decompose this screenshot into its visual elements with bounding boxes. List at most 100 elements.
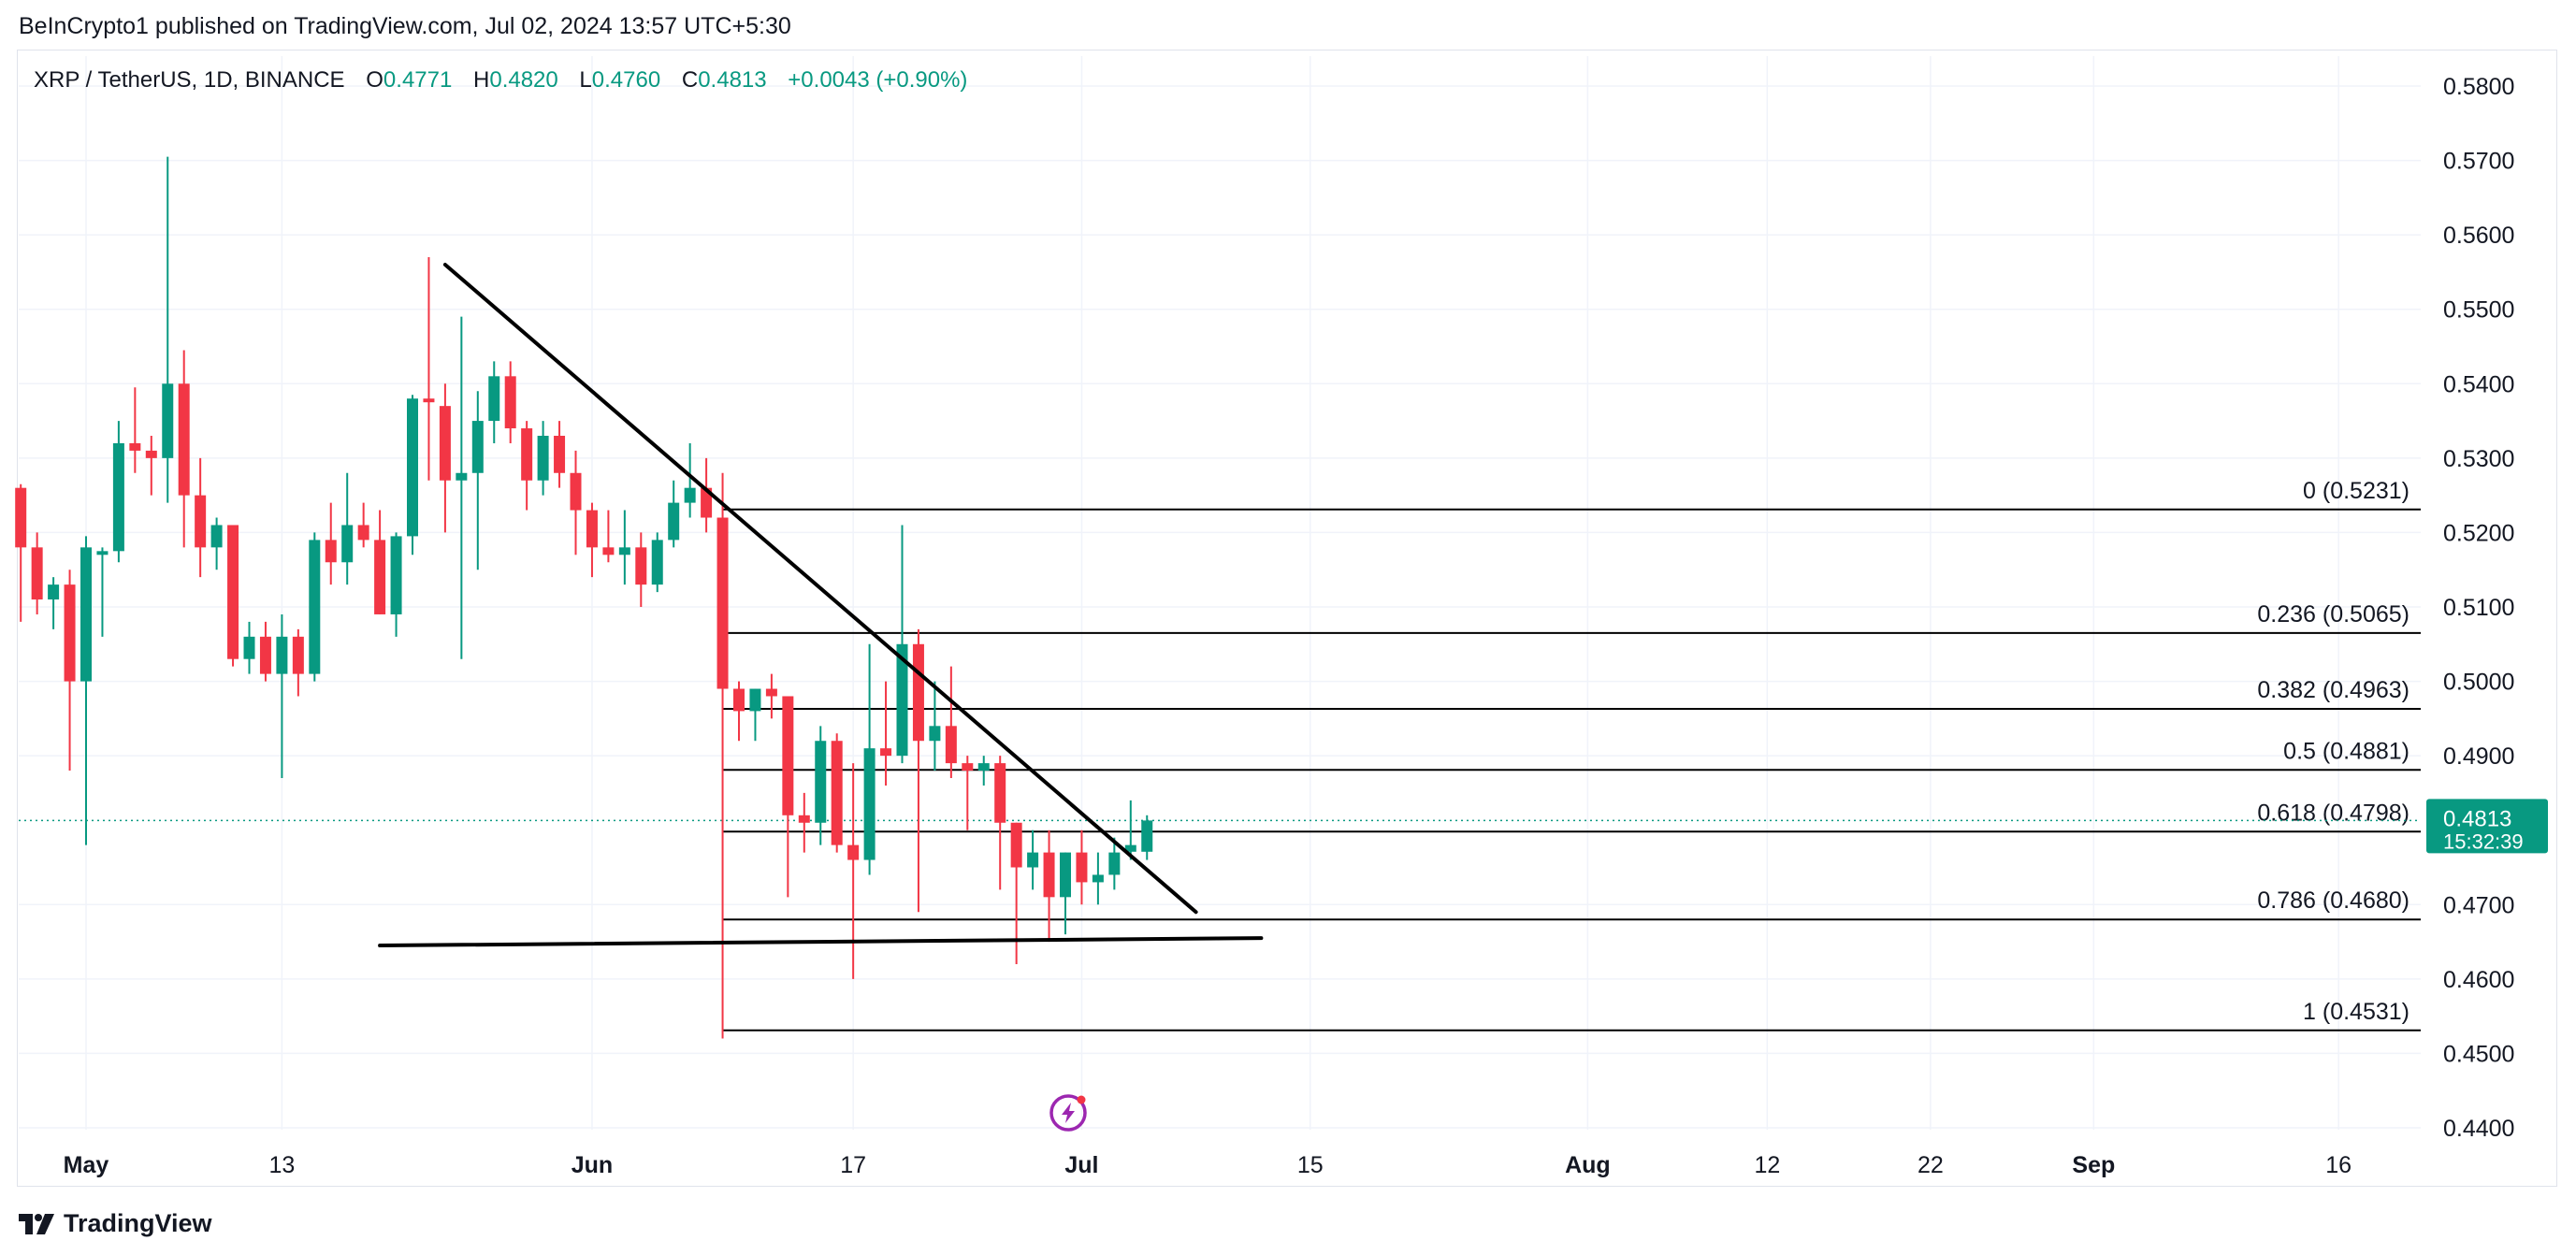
candle-body [929, 726, 941, 742]
y-tick-label: 0.5200 [2443, 520, 2514, 546]
tradingview-logo-icon [19, 1213, 54, 1234]
candle-body [570, 472, 582, 511]
grid [19, 56, 2421, 1130]
candle-body [684, 487, 696, 503]
candle-body [1141, 820, 1153, 852]
x-tick-label: Aug [1565, 1152, 1611, 1178]
candle-body [635, 547, 647, 585]
fib-level-label: 1 (0.4531) [2303, 999, 2410, 1025]
candle-body [488, 376, 500, 422]
candle-body [977, 763, 990, 772]
candle-body [1092, 874, 1104, 883]
candle-body [537, 435, 549, 481]
tradingview-brand[interactable]: TradingView [19, 1209, 212, 1238]
candle-body [945, 726, 957, 764]
y-tick-label: 0.5400 [2443, 371, 2514, 397]
fib-level-label: 0.618 (0.4798) [2257, 800, 2410, 826]
y-tick-label: 0.5600 [2443, 223, 2514, 249]
trendlines[interactable] [378, 262, 1264, 948]
price-badge-countdown: 15:32:39 [2443, 829, 2524, 853]
legend-close-value: 0.4813 [698, 67, 767, 93]
fibonacci-levels[interactable]: 0 (0.5231) 0.236 (0.5065) 0.382 (0.4963) 0.… [19, 478, 2421, 1031]
candle-body [439, 406, 451, 481]
legend-high-label: H [473, 67, 490, 93]
candle-body [733, 688, 745, 712]
candle-body [325, 540, 337, 563]
publish-line: BeInCrypto1 published on TradingView.com… [19, 13, 791, 39]
candle-body [96, 551, 109, 555]
candle-body [145, 450, 157, 458]
candle-body [651, 540, 663, 585]
candle-body [178, 383, 190, 496]
candle-body [31, 547, 43, 600]
candle-body [80, 547, 92, 682]
candle-body [586, 510, 598, 548]
candle-body [554, 435, 566, 473]
candle-body [15, 487, 27, 548]
brand-name: TradingView [64, 1209, 212, 1237]
legend-high-value: 0.4820 [489, 67, 558, 93]
x-tick-label: Sep [2072, 1152, 2115, 1178]
fib-level-label: 0.236 (0.5065) [2257, 601, 2410, 628]
candle-body [48, 584, 60, 600]
candle-body [1010, 822, 1022, 868]
candle-body [701, 487, 713, 518]
candle-body [716, 517, 729, 689]
candle-body [129, 442, 141, 451]
y-axis[interactable]: 0.5800 0.5700 0.5600 0.5500 0.5400 0.5300 0.52… [2443, 74, 2514, 1142]
y-tick-label: 0.4600 [2443, 967, 2514, 993]
candle-body [1108, 852, 1121, 875]
y-tick-label: 0.5800 [2443, 74, 2514, 100]
x-axis[interactable]: May 13 Jun 17 Jul 15 Aug 12 22 Sep 16 [64, 1152, 2352, 1178]
candle-body [276, 636, 288, 674]
candle-body [618, 547, 630, 555]
candle-body [1027, 852, 1039, 868]
candle-body [195, 495, 207, 548]
candle-body [341, 525, 354, 563]
fib-level-label: 0.5 (0.4881) [2283, 738, 2410, 764]
y-tick-label: 0.4900 [2443, 743, 2514, 770]
candle-body [227, 525, 239, 659]
candle-body [798, 815, 810, 823]
price-badge-price: 0.4813 [2443, 806, 2511, 831]
candle-body [1060, 852, 1071, 898]
candle-body [863, 748, 876, 860]
candle-body [912, 643, 924, 742]
fib-level-label: 0 (0.5231) [2303, 478, 2410, 504]
x-tick-label: Jun [572, 1152, 613, 1178]
candle-body [602, 547, 615, 555]
legend-low-label: L [579, 67, 592, 93]
y-tick-label: 0.5100 [2443, 595, 2514, 621]
lightning-icon[interactable] [1049, 1094, 1087, 1132]
y-tick-label: 0.4700 [2443, 892, 2514, 918]
candle-body [896, 643, 908, 757]
candle-body [471, 421, 484, 473]
x-tick-label: 22 [1918, 1152, 1944, 1178]
fib-level-label: 0.382 (0.4963) [2257, 677, 2410, 703]
candle-body [831, 741, 843, 845]
candle-body [749, 688, 761, 712]
legend-change: +0.0043 (+0.90%) [788, 67, 968, 93]
candle-body [994, 763, 1006, 823]
candle-body [112, 442, 124, 552]
legend-symbol[interactable]: XRP / TetherUS, 1D, BINANCE [34, 67, 345, 93]
y-tick-label: 0.4400 [2443, 1116, 2514, 1142]
candle-body [292, 636, 304, 674]
x-tick-label: 12 [1754, 1152, 1780, 1178]
chart-frame [17, 50, 2557, 1187]
candle-body [423, 398, 435, 403]
trendline-horizontal-support[interactable] [378, 936, 1264, 948]
price-badge-bg [2426, 799, 2548, 854]
candle-body [210, 525, 223, 548]
candle-body [782, 696, 794, 815]
candle-body [456, 472, 468, 481]
trendline-descending-resistance[interactable] [442, 262, 1198, 915]
candle-body [880, 748, 892, 757]
x-tick-label: 16 [2325, 1152, 2352, 1178]
candle-body [504, 376, 516, 429]
legend-low-value: 0.4760 [591, 67, 661, 93]
candle-body [64, 584, 76, 682]
legend-open-value: 0.4771 [383, 67, 453, 93]
